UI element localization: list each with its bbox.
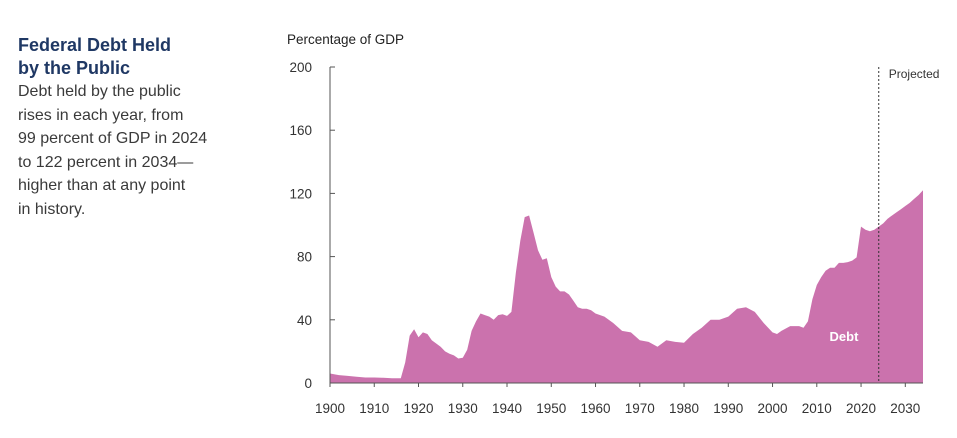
y-axis-label: Percentage of GDP <box>287 32 404 47</box>
x-tick-label-1990: 1990 <box>713 401 743 416</box>
series-label-debt: Debt <box>830 329 860 344</box>
y-tick-label-0: 0 <box>304 376 312 391</box>
y-tick-label-120: 120 <box>289 186 312 201</box>
sidebar-description: Debt held by the public rises in each ye… <box>18 83 208 218</box>
y-tick-label-80: 80 <box>297 250 312 265</box>
y-tick-label-40: 40 <box>297 313 312 328</box>
x-tick-label-1900: 1900 <box>315 401 345 416</box>
x-tick-label-1950: 1950 <box>536 401 566 416</box>
x-tick-label-1980: 1980 <box>669 401 699 416</box>
x-tick-label-2030: 2030 <box>890 401 920 416</box>
y-tick-label-200: 200 <box>289 60 312 75</box>
projected-label: Projected <box>889 67 940 81</box>
x-tick-label-2000: 2000 <box>758 401 788 416</box>
sidebar-title: Federal Debt Held by the Public <box>18 35 172 78</box>
x-tick-label-2010: 2010 <box>802 401 832 416</box>
x-tick-label-1930: 1930 <box>448 401 478 416</box>
x-tick-label-1940: 1940 <box>492 401 522 416</box>
x-tick-label-1960: 1960 <box>580 401 610 416</box>
x-tick-label-1910: 1910 <box>359 401 389 416</box>
x-tick-label-1920: 1920 <box>403 401 433 416</box>
debt-area-series <box>330 190 923 383</box>
x-tick-label-2020: 2020 <box>846 401 876 416</box>
plot-area: Debt 0 40 80 120 160 200 1900 1910 1920 1930 1940 19… <box>289 60 939 416</box>
sidebar: Federal Debt Held by the Public Debt hel… <box>18 34 258 221</box>
x-tick-label-1970: 1970 <box>625 401 655 416</box>
y-tick-label-160: 160 <box>289 123 312 138</box>
